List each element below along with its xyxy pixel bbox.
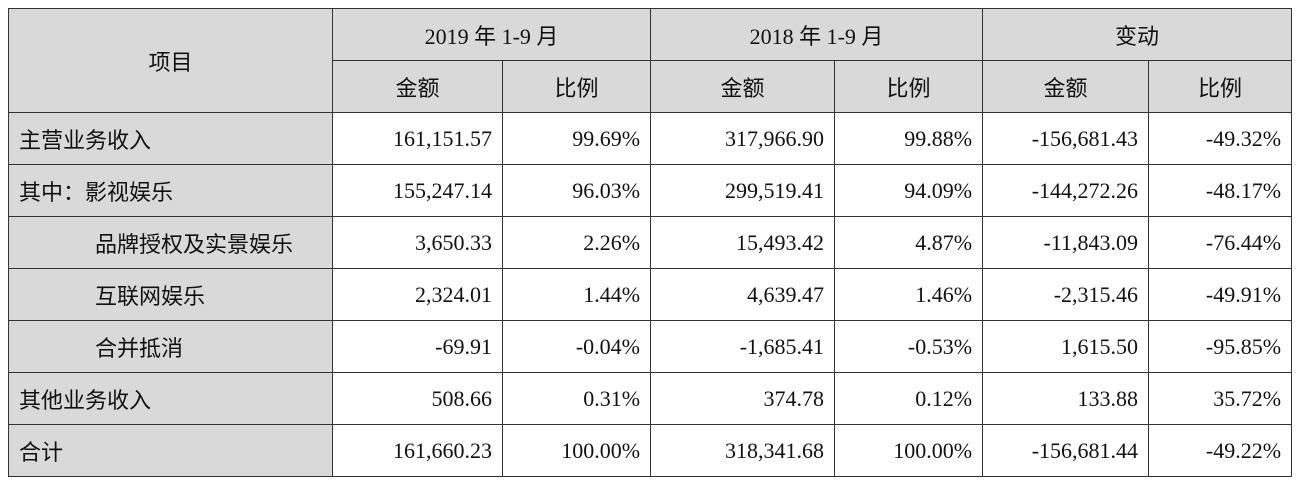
cell-2018-ratio: 94.09% <box>834 164 984 217</box>
cell-change-ratio: -49.91% <box>1148 268 1293 321</box>
revenue-table: 项目 2019 年 1-9 月 2018 年 1-9 月 变动 金额 比例 金额… <box>8 8 1293 477</box>
header-row-sub: 金额 比例 金额 比例 金额 比例 <box>9 60 1293 113</box>
table-row: 互联网娱乐 2,324.01 1.44% 4,639.47 1.46% -2,3… <box>8 268 1293 321</box>
cell-2018-ratio: 100.00% <box>834 424 984 477</box>
table-row: 主营业务收入 161,151.57 99.69% 317,966.90 99.8… <box>8 112 1293 165</box>
cell-2018-ratio: 99.88% <box>834 112 984 165</box>
cell-2018-ratio: -0.53% <box>834 320 984 373</box>
header-group-2019: 2019 年 1-9 月 <box>331 8 652 61</box>
table-row-total: 合计 161,660.23 100.00% 318,341.68 100.00%… <box>8 424 1293 477</box>
cell-2019-amount: 2,324.01 <box>332 268 503 321</box>
row-label: 互联网娱乐 <box>8 268 333 321</box>
row-label: 主营业务收入 <box>8 112 333 165</box>
table-row: 品牌授权及实景娱乐 3,650.33 2.26% 15,493.42 4.87%… <box>8 216 1293 269</box>
header-group-2018: 2018 年 1-9 月 <box>650 8 984 61</box>
cell-2019-amount: -69.91 <box>332 320 503 373</box>
cell-change-ratio: -76.44% <box>1148 216 1293 269</box>
row-label: 其他业务收入 <box>8 372 333 425</box>
cell-2018-amount: 317,966.90 <box>650 112 836 165</box>
cell-2019-ratio: 1.44% <box>501 268 652 321</box>
cell-2019-amount: 161,660.23 <box>332 424 503 477</box>
header-amount: 金额 <box>650 60 836 113</box>
cell-change-amount: -144,272.26 <box>982 164 1150 217</box>
header-ratio: 比例 <box>1148 60 1293 113</box>
cell-2019-ratio: 99.69% <box>501 112 652 165</box>
cell-2019-amount: 155,247.14 <box>332 164 503 217</box>
row-label: 合并抵消 <box>8 320 333 373</box>
cell-2018-amount: 299,519.41 <box>650 164 836 217</box>
header-amount: 金额 <box>332 60 503 113</box>
revenue-table-container: 项目 2019 年 1-9 月 2018 年 1-9 月 变动 金额 比例 金额… <box>8 8 1293 477</box>
cell-change-ratio: -48.17% <box>1148 164 1293 217</box>
cell-2018-amount: 374.78 <box>650 372 836 425</box>
cell-2019-ratio: 96.03% <box>501 164 652 217</box>
row-label: 其中：影视娱乐 <box>8 164 333 217</box>
cell-2018-ratio: 4.87% <box>834 216 984 269</box>
table-row: 其他业务收入 508.66 0.31% 374.78 0.12% 133.88 … <box>8 372 1293 425</box>
cell-2018-amount: -1,685.41 <box>650 320 836 373</box>
row-label: 合计 <box>8 424 333 477</box>
cell-change-ratio: -49.22% <box>1148 424 1293 477</box>
table-row: 其中：影视娱乐 155,247.14 96.03% 299,519.41 94.… <box>8 164 1293 217</box>
cell-change-amount: -156,681.43 <box>982 112 1150 165</box>
cell-2019-amount: 3,650.33 <box>332 216 503 269</box>
header-amount: 金额 <box>982 60 1150 113</box>
cell-2019-ratio: 100.00% <box>501 424 652 477</box>
cell-change-ratio: -49.32% <box>1148 112 1293 165</box>
header-row-groups: 项目 2019 年 1-9 月 2018 年 1-9 月 变动 <box>8 8 1293 113</box>
cell-change-amount: 133.88 <box>982 372 1150 425</box>
header-ratio: 比例 <box>501 60 652 113</box>
header-ratio: 比例 <box>834 60 984 113</box>
cell-2019-amount: 508.66 <box>332 372 503 425</box>
cell-2019-ratio: 2.26% <box>501 216 652 269</box>
header-group-change: 变动 <box>982 8 1293 61</box>
cell-2018-amount: 4,639.47 <box>650 268 836 321</box>
cell-2019-amount: 161,151.57 <box>332 112 503 165</box>
cell-change-amount: -11,843.09 <box>982 216 1150 269</box>
cell-change-amount: 1,615.50 <box>982 320 1150 373</box>
cell-change-amount: -2,315.46 <box>982 268 1150 321</box>
cell-2018-amount: 318,341.68 <box>650 424 836 477</box>
row-label: 品牌授权及实景娱乐 <box>8 216 333 269</box>
cell-change-amount: -156,681.44 <box>982 424 1150 477</box>
cell-2018-ratio: 1.46% <box>834 268 984 321</box>
cell-2018-ratio: 0.12% <box>834 372 984 425</box>
cell-change-ratio: -95.85% <box>1148 320 1293 373</box>
header-item: 项目 <box>8 8 333 113</box>
cell-change-ratio: 35.72% <box>1148 372 1293 425</box>
cell-2019-ratio: 0.31% <box>501 372 652 425</box>
cell-2018-amount: 15,493.42 <box>650 216 836 269</box>
cell-2019-ratio: -0.04% <box>501 320 652 373</box>
table-row: 合并抵消 -69.91 -0.04% -1,685.41 -0.53% 1,61… <box>8 320 1293 373</box>
